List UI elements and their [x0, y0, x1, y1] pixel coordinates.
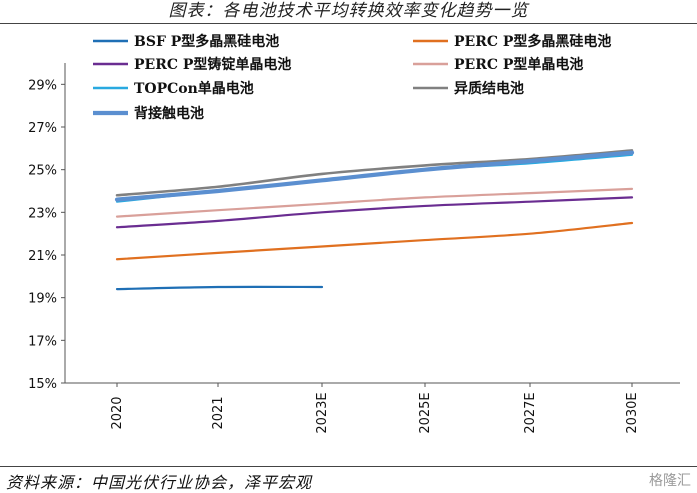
y-tick-label: 27% [28, 121, 57, 136]
series-line-3 [115, 196, 634, 229]
series-line-2 [115, 221, 634, 261]
y-tick-label: 19% [28, 292, 57, 307]
x-tick-label: 2030E [625, 392, 640, 433]
source-rule [0, 466, 697, 467]
series-line-1 [115, 285, 324, 291]
series-line-4 [115, 187, 634, 218]
y-tick-label: 29% [28, 78, 57, 93]
title-rule [0, 23, 697, 24]
legend-label-4: PERC P型单晶电池 [454, 56, 583, 73]
y-tick-label: 25% [28, 164, 57, 179]
legend-label-1: BSF P型多晶黑硅电池 [134, 33, 279, 50]
chart-series [114, 149, 635, 291]
x-tick-label: 2023E [315, 392, 330, 433]
chart-legend: BSF P型多晶黑硅电池 PERC P型多晶黑硅电池 PERC P型铸锭单晶电池 PE… [93, 33, 611, 122]
legend-label-6: 异质结电池 [454, 80, 524, 97]
y-tick-label: 23% [28, 206, 57, 221]
y-tick-label: 15% [28, 377, 57, 392]
x-tick-label: 2020 [110, 396, 125, 429]
x-tick-label: 2027E [523, 392, 538, 433]
watermark-logo: 格隆汇 [649, 473, 691, 489]
x-tick-label: 2021 [211, 396, 226, 429]
source-note: 资料来源：中国光伏行业协会，泽平宏观 [6, 473, 313, 492]
y-tick-label: 21% [28, 249, 57, 264]
chart-axes: 29% 27% 25% 23% 21% 19% 17% 15% 2020 2021 2023E 202… [28, 63, 680, 434]
legend-label-5: TOPCon单晶电池 [134, 80, 254, 97]
y-tick-label: 17% [28, 334, 57, 349]
series-line-7 [114, 150, 635, 202]
legend-label-7: 背接触电池 [134, 105, 204, 122]
chart-title: 图表：各电池技术平均转换效率变化趋势一览 [168, 1, 529, 21]
legend-label-3: PERC P型铸锭单晶电池 [134, 56, 291, 73]
legend-label-2: PERC P型多晶黑硅电池 [454, 33, 611, 50]
x-tick-label: 2025E [418, 392, 433, 433]
